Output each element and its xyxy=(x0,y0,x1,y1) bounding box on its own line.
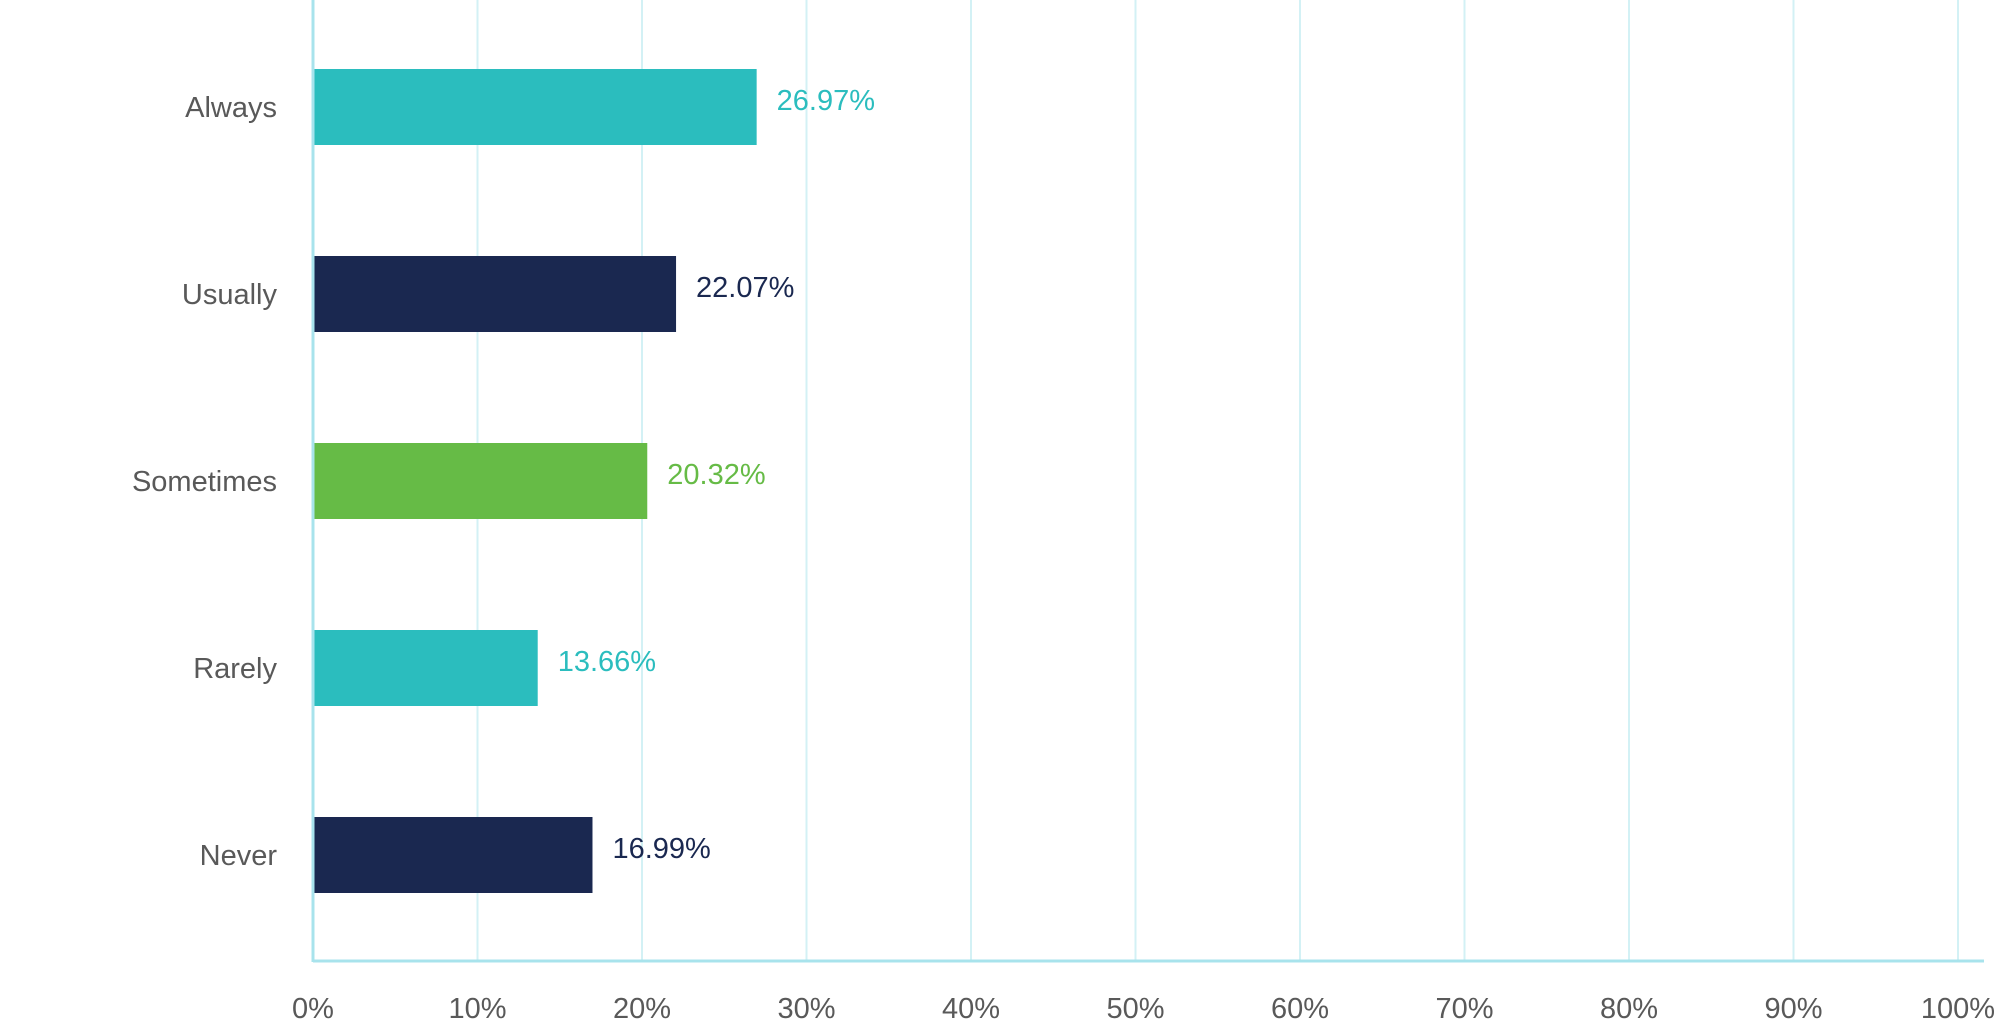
x-tick-label: 100% xyxy=(1921,993,1995,1020)
x-tick-label: 0% xyxy=(292,993,334,1020)
x-tick-label: 60% xyxy=(1271,993,1329,1020)
data-label: 13.66% xyxy=(558,646,656,678)
category-label: Always xyxy=(185,92,277,124)
data-label: 20.32% xyxy=(667,459,765,491)
labels: 0% 10% 20% 30% 40% 50% 60% 70% 80% 90% 100% Always 2… xyxy=(132,85,1995,1020)
category-label: Rarely xyxy=(193,653,277,685)
bar-never xyxy=(313,817,593,893)
gridlines xyxy=(476,0,1959,961)
category-label: Never xyxy=(200,840,278,872)
bars xyxy=(313,69,757,893)
x-tick-label: 20% xyxy=(613,993,671,1020)
bar-usually xyxy=(313,256,677,332)
bar-rarely xyxy=(313,630,538,706)
x-tick-label: 50% xyxy=(1106,993,1164,1020)
data-label: 16.99% xyxy=(612,833,710,865)
bar-always xyxy=(313,69,757,145)
x-tick-label: 30% xyxy=(777,993,835,1020)
category-label: Usually xyxy=(182,279,278,311)
x-tick-label: 90% xyxy=(1764,993,1822,1020)
x-tick-label: 10% xyxy=(448,993,506,1020)
data-label: 26.97% xyxy=(777,85,875,117)
x-tick-label: 80% xyxy=(1600,993,1658,1020)
bar-sometimes xyxy=(313,443,648,519)
x-tick-label: 70% xyxy=(1435,993,1493,1020)
data-label: 22.07% xyxy=(696,272,794,304)
axes xyxy=(311,0,1984,963)
category-label: Sometimes xyxy=(132,466,277,498)
x-tick-label: 40% xyxy=(942,993,1000,1020)
